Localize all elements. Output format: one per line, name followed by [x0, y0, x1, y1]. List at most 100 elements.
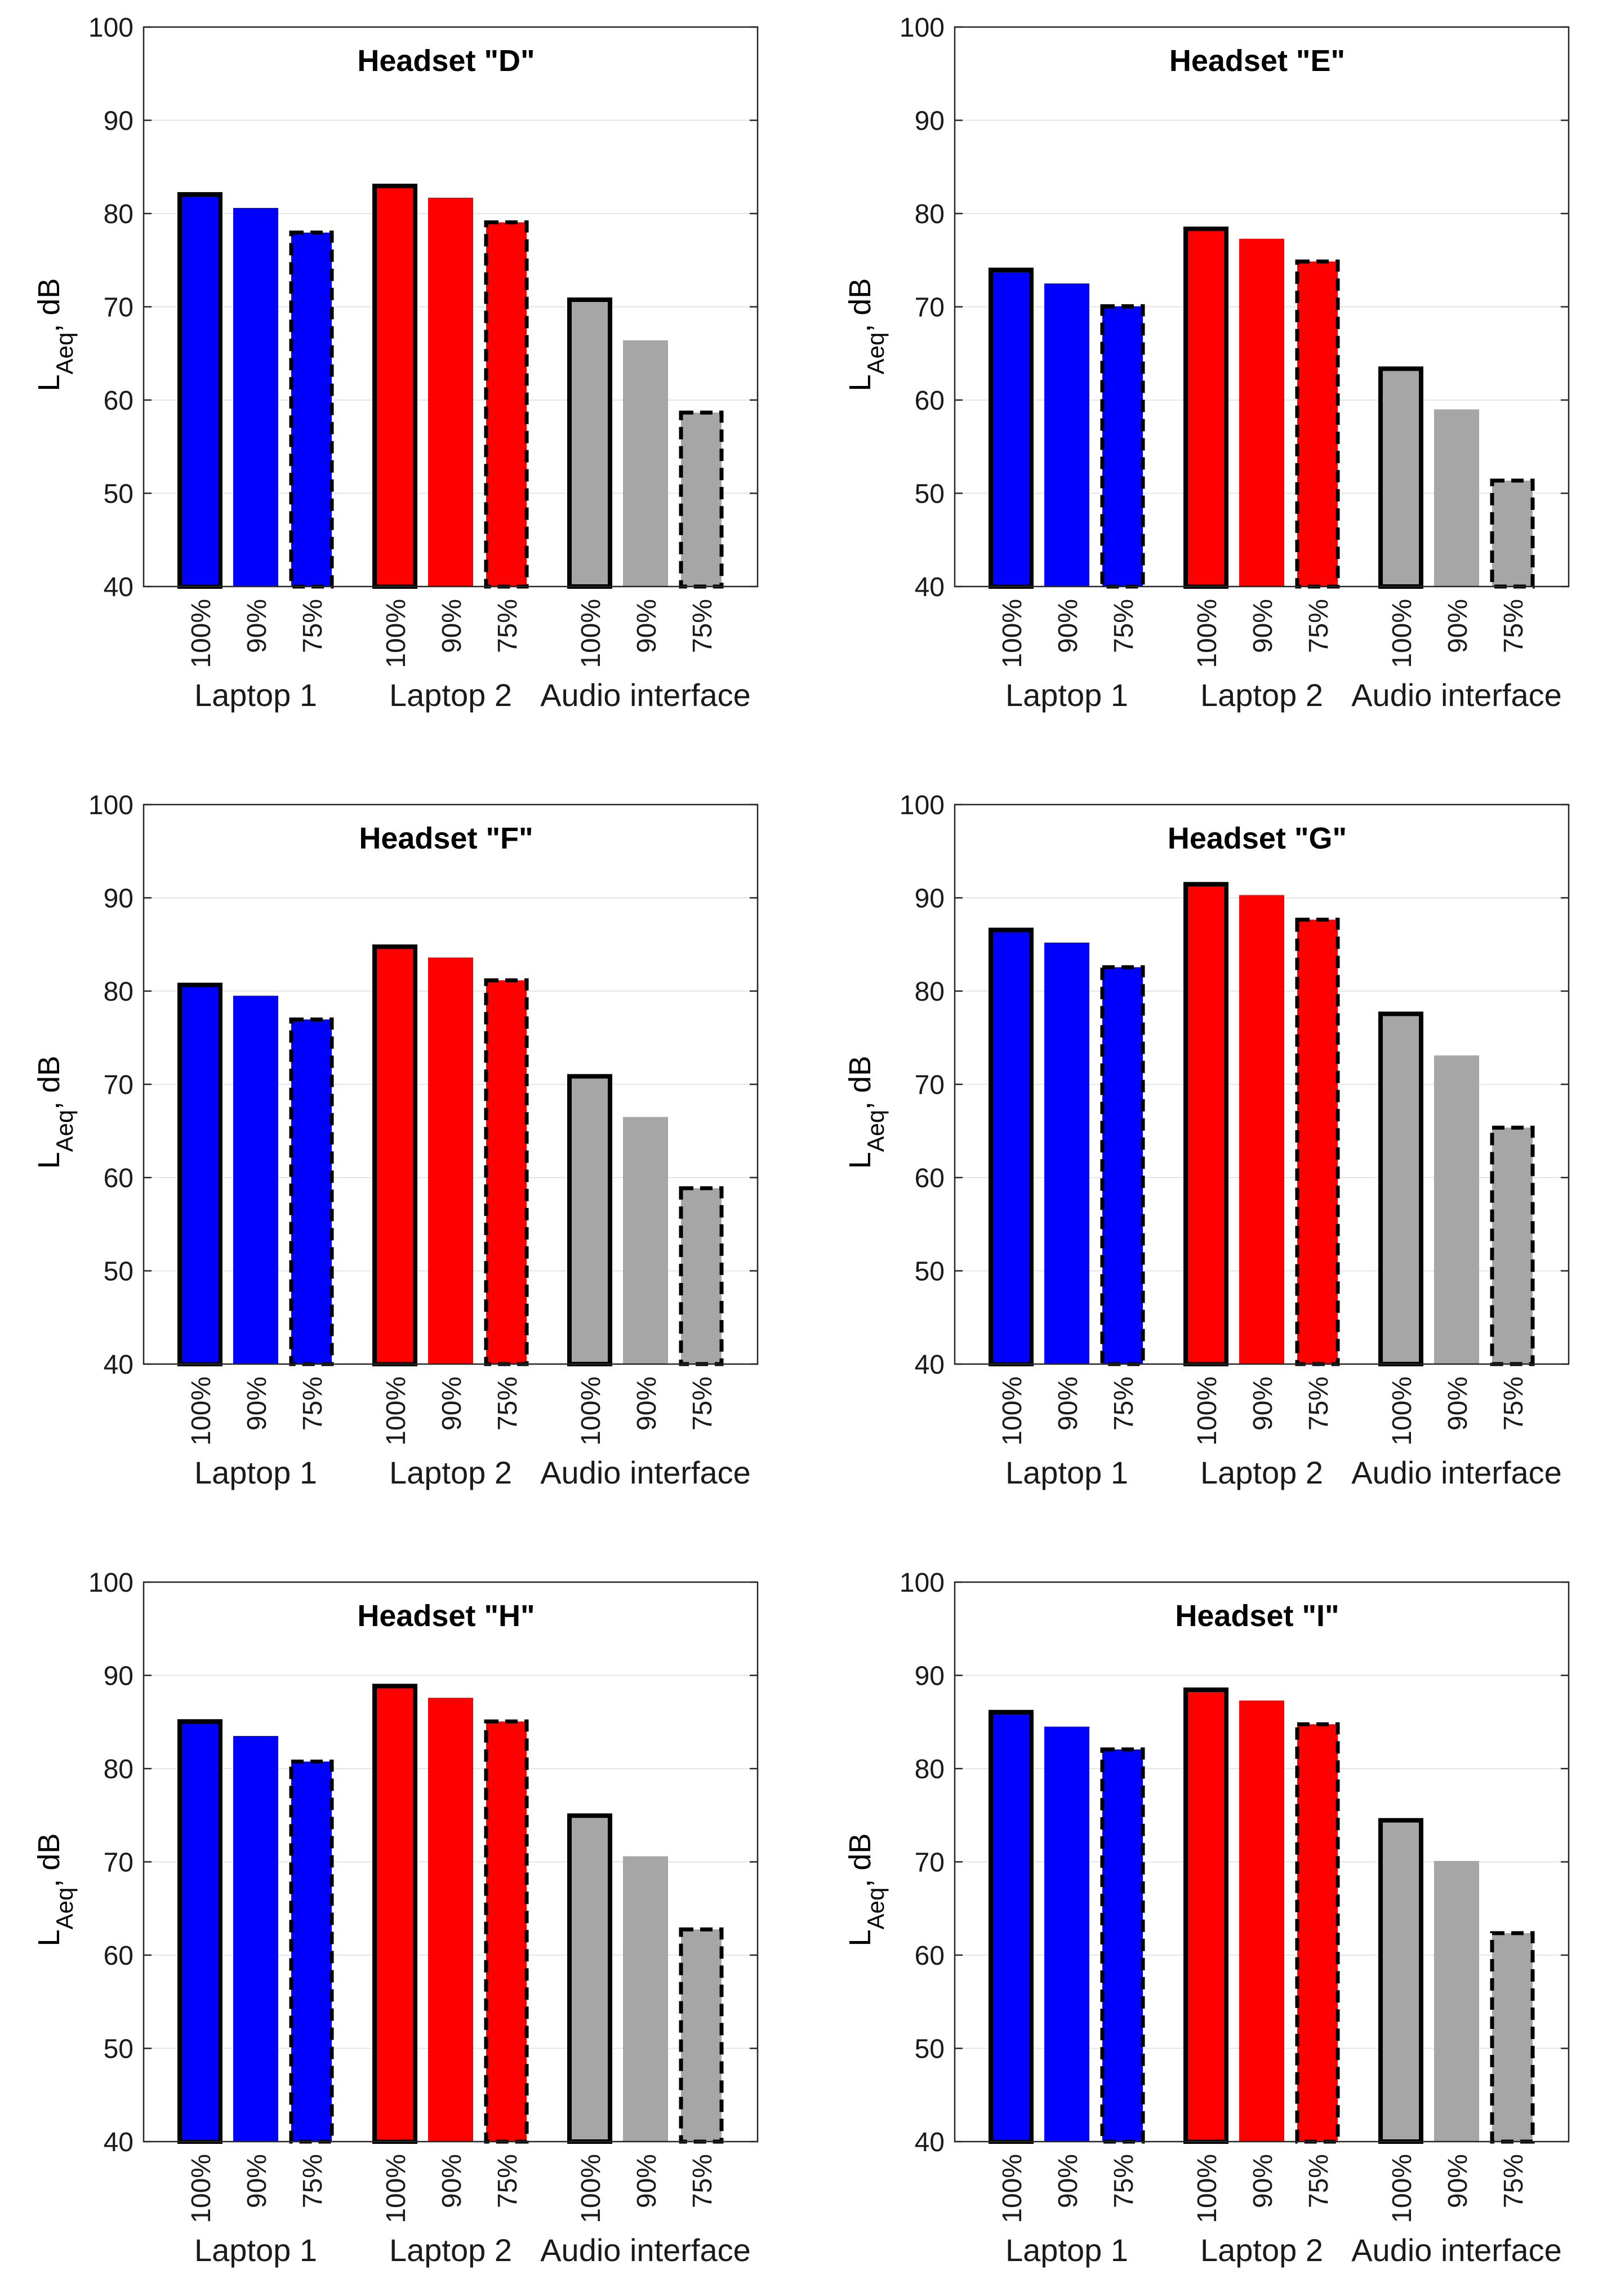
bar-laptop-2-100pct [372, 1684, 417, 2144]
axes-frame [143, 803, 759, 1365]
bar-laptop-2-100pct [1183, 882, 1228, 1366]
bar-laptop-1-90pct [233, 996, 278, 1364]
y-tick-label: 70 [104, 1071, 133, 1100]
group-label: Laptop 1 [194, 2232, 317, 2268]
bar-laptop-1-75pct [289, 1017, 334, 1366]
y-tick-label: 90 [915, 1662, 945, 1691]
y-tick-label: 50 [104, 1257, 133, 1287]
chart-panel: 40 50 60 70 80 90 100 100% 90% 75% Laptop 1 100% 90%… [32, 1568, 759, 2268]
bar-laptop-2-75pct [484, 1719, 529, 2144]
bar-label: 90% [1248, 2154, 1278, 2208]
y-tick-label: 90 [104, 106, 133, 136]
y-tick-label: 80 [915, 199, 945, 229]
bar-label: 100% [381, 1376, 411, 1446]
bar-laptop-2-75pct [1295, 1722, 1340, 2144]
bar-laptop-2-75pct [484, 220, 529, 589]
y-axis-label: LAeq, dB [843, 1056, 889, 1169]
y-tick-label: 70 [915, 1071, 945, 1100]
bar-label: 75% [493, 1376, 523, 1431]
bar-label: 90% [437, 2154, 467, 2208]
bar-laptop-1-100pct [989, 267, 1034, 589]
y-axis-label: LAeq, dB [843, 278, 889, 392]
y-tick-label: 100 [900, 13, 945, 43]
group-label: Laptop 2 [389, 2232, 512, 2268]
y-tick-label: 50 [915, 479, 945, 509]
bar-audio-interface-90pct [1434, 1860, 1479, 2142]
bar-audio-interface-90pct [623, 1856, 668, 2142]
bar-label: 90% [632, 2154, 662, 2208]
bar-laptop-2-75pct [484, 978, 529, 1366]
group-label: Laptop 2 [1200, 2232, 1323, 2268]
bar-audio-interface-75pct [1490, 478, 1535, 589]
chart-title: Headset "E" [1169, 44, 1345, 78]
axes-frame [954, 1581, 1570, 2143]
y-axis-label-sub: Aeq [862, 1110, 889, 1152]
bar-laptop-1-100pct [177, 1719, 222, 2144]
y-axis-label-main: L [32, 374, 66, 391]
bar-laptop-2-90pct [1239, 1700, 1284, 2142]
bar-audio-interface-100pct [1378, 1818, 1423, 2144]
bar-laptop-1-75pct [289, 230, 334, 589]
bar-laptop-1-90pct [1044, 283, 1089, 587]
y-axis-label-sub: Aeq [862, 332, 889, 375]
bar-label: 90% [437, 1376, 467, 1431]
group-label: Laptop 1 [1005, 677, 1128, 713]
y-tick-label: 90 [915, 884, 945, 914]
bar-label: 90% [1248, 599, 1278, 653]
bar-laptop-1-90pct [1044, 1726, 1089, 2142]
chart-title: Headset "H" [357, 1599, 535, 1633]
group-label: Laptop 1 [194, 677, 317, 713]
y-axis-label-sub: Aeq [51, 332, 78, 375]
bar-label: 90% [242, 2154, 272, 2208]
y-tick-label: 70 [104, 1848, 133, 1878]
bar-audio-interface-100pct [567, 1813, 612, 2144]
bar-laptop-1-90pct [233, 208, 278, 587]
bar-label: 75% [493, 2154, 523, 2208]
y-tick-label: 90 [104, 1662, 133, 1691]
group-label: Laptop 2 [1200, 1455, 1323, 1490]
y-tick-label: 50 [104, 2035, 133, 2064]
y-axis-label-unit: , dB [843, 278, 877, 332]
bar-label: 75% [1499, 599, 1529, 653]
bar-label: 100% [186, 2154, 216, 2223]
y-axis-label-main: L [843, 1152, 877, 1169]
chart-title: Headset "I" [1175, 1599, 1339, 1633]
bar-label: 75% [298, 599, 328, 653]
axes-frame [143, 26, 759, 588]
bar-label: 75% [688, 2154, 718, 2208]
bar-laptop-2-75pct [1295, 917, 1340, 1366]
y-axis-label: LAeq, dB [32, 1056, 78, 1169]
group-label: Audio interface [1351, 2232, 1562, 2268]
bar-audio-interface-90pct [623, 1117, 668, 1364]
bar-label: 100% [1192, 1376, 1222, 1446]
bar-laptop-1-90pct [233, 1736, 278, 2142]
group-label: Laptop 2 [389, 677, 512, 713]
group-label: Audio interface [540, 2232, 751, 2268]
bar-audio-interface-100pct [1378, 366, 1423, 589]
bar-label: 100% [1387, 2154, 1417, 2223]
bar-label: 75% [493, 599, 523, 653]
y-tick-label: 80 [104, 1755, 133, 1784]
bar-label: 75% [1109, 599, 1139, 653]
chart-panel: 40 50 60 70 80 90 100 100% 90% 75% Laptop 1 100% 90%… [32, 13, 759, 713]
bar-label: 90% [242, 1376, 272, 1431]
y-axis-label-main: L [843, 374, 877, 391]
y-tick-label: 70 [915, 1848, 945, 1878]
y-tick-label: 40 [104, 1350, 133, 1380]
bar-audio-interface-75pct [1490, 1125, 1535, 1366]
y-tick-label: 40 [104, 2128, 133, 2157]
bar-laptop-2-75pct [1295, 259, 1340, 589]
bar-label: 90% [1248, 1376, 1278, 1431]
bar-laptop-1-75pct [1100, 304, 1145, 589]
bar-laptop-1-75pct [289, 1759, 334, 2144]
bar-label: 100% [381, 599, 411, 668]
bar-audio-interface-75pct [679, 1186, 724, 1366]
bar-audio-interface-90pct [1434, 1055, 1479, 1364]
bar-laptop-1-90pct [1044, 942, 1089, 1364]
bar-audio-interface-90pct [1434, 409, 1479, 587]
y-tick-label: 100 [88, 791, 133, 820]
bar-laptop-1-100pct [989, 1709, 1034, 2144]
bar-label: 75% [1304, 599, 1334, 653]
y-tick-label: 40 [915, 1350, 945, 1380]
